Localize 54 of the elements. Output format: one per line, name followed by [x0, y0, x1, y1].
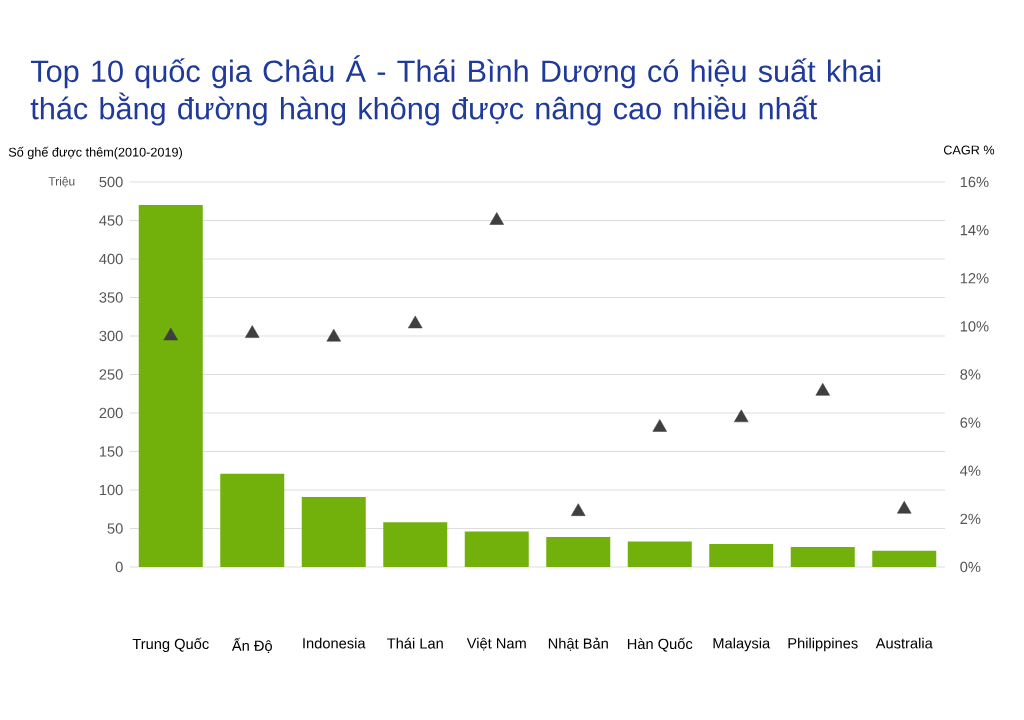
- y2-tick-label: 14%: [960, 224, 989, 236]
- y2-tick-label: 0%: [960, 561, 981, 573]
- point: [815, 383, 830, 396]
- x-tick-label: Thái Lan: [387, 637, 443, 649]
- y-tick-label: 300: [99, 330, 123, 342]
- x-tick-label: Việt Nam: [466, 637, 526, 651]
- point: [734, 409, 749, 423]
- x-tick-label: Trung Quốc: [132, 637, 209, 652]
- y2-tick-label: 6%: [960, 417, 981, 428]
- x-tick-label: Malaysia: [713, 637, 771, 652]
- bar: [627, 541, 692, 567]
- point: [326, 328, 341, 342]
- x-tick-label: Philippines: [788, 637, 858, 652]
- bar: [138, 205, 203, 567]
- point: [571, 503, 586, 516]
- y2-tick-label: 16%: [960, 176, 989, 188]
- y-tick-label: 100: [99, 484, 123, 496]
- y2-tick-label: 8%: [960, 369, 981, 380]
- point: [163, 327, 178, 341]
- y2-axis-title: CAGR %: [943, 145, 995, 155]
- point: [897, 500, 912, 514]
- y-tick-label: 150: [99, 446, 123, 457]
- point: [408, 315, 423, 329]
- y-tick-label: 250: [99, 369, 123, 380]
- point: [489, 212, 504, 225]
- y-tick-label: 450: [99, 215, 123, 226]
- bar: [464, 531, 529, 567]
- y-tick-label: 200: [99, 407, 123, 419]
- y-tick-label: 50: [107, 523, 123, 534]
- point: [652, 419, 667, 432]
- y-tick-label: 500: [99, 176, 123, 188]
- bar: [220, 473, 285, 567]
- bar: [546, 536, 611, 567]
- y-tick-label: 400: [99, 253, 123, 265]
- x-tick-label: Nhật Bản: [548, 637, 608, 651]
- point: [245, 325, 260, 338]
- bar: [383, 522, 448, 567]
- y-tick-label: 350: [99, 292, 123, 303]
- y2-tick-label: 10%: [960, 321, 989, 332]
- x-tick-label: Australia: [875, 637, 933, 649]
- bar: [790, 546, 855, 567]
- chart-title: Top 10 quốc gia Châu Á - Thái Bình Dương có hiệu suất khai thác bằng đường hàng không được nâng cao nhiều nhất: [30, 55, 881, 126]
- x-tick-label: Hàn Quốc: [627, 637, 693, 652]
- bar: [301, 496, 366, 567]
- y2-tick-label: 12%: [960, 273, 989, 284]
- y-axis-title: Số ghế được thêm(2010-2019): [8, 146, 182, 160]
- y2-tick-label: 4%: [960, 465, 981, 476]
- bar: [872, 550, 937, 567]
- y2-tick-label: 2%: [960, 513, 981, 525]
- y-tick-label: 0: [115, 561, 123, 573]
- x-tick-label: Ấn Độ: [231, 637, 272, 654]
- x-tick-label: Indonesia: [303, 637, 366, 649]
- text: Triệu: [48, 176, 75, 188]
- bar: [709, 543, 774, 567]
